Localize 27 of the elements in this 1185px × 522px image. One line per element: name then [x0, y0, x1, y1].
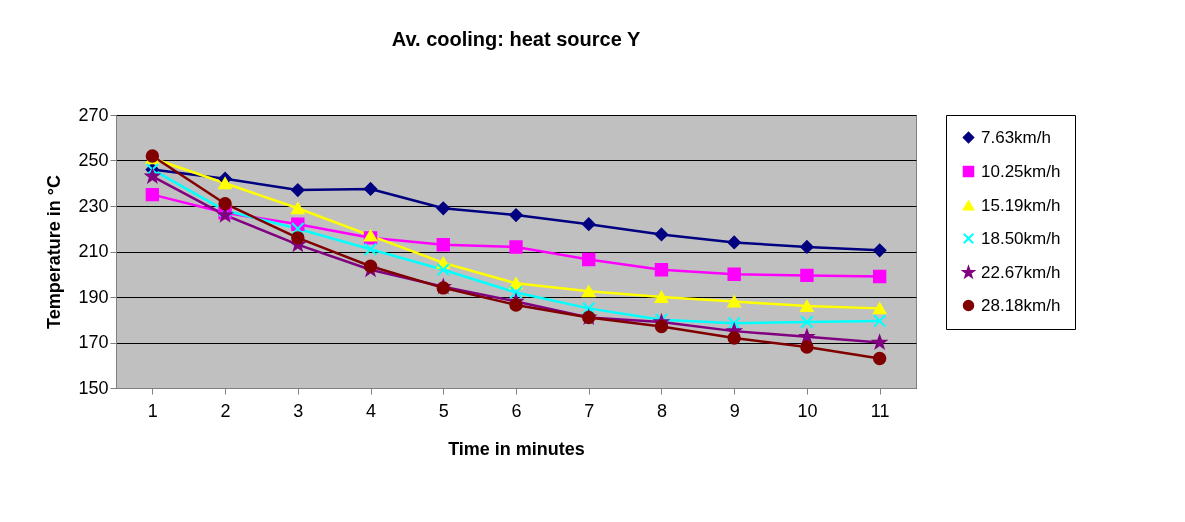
y-tick-label: 210	[78, 241, 109, 261]
x-tick-label: 10	[797, 400, 818, 421]
x-tick-label: 7	[584, 400, 595, 421]
x-tick-label: 3	[293, 400, 304, 421]
x-axis-title: Time in minutes	[448, 438, 585, 459]
legend-label: 28.18km/h	[981, 295, 1061, 315]
y-tick-label: 150	[78, 377, 109, 398]
y-tick-label: 270	[78, 104, 109, 125]
y-tick-label: 230	[78, 195, 109, 216]
legend-label: 15.19km/h	[981, 195, 1061, 215]
legend-label: 22.67km/h	[981, 262, 1061, 282]
x-tick-label: 5	[438, 400, 449, 421]
legend-label: 18.50km/h	[981, 228, 1061, 248]
y-tick-label: 250	[78, 150, 109, 170]
x-tick-label: 8	[656, 400, 667, 421]
x-tick-label: 1	[147, 400, 158, 421]
x-tick-label: 4	[366, 400, 377, 421]
legend-label: 10.25km/h	[981, 161, 1061, 181]
x-tick-label: 6	[511, 400, 522, 421]
x-tick-label: 11	[870, 400, 890, 421]
y-axis-title: Temperature in °C	[44, 175, 65, 329]
x-tick-label: 9	[729, 400, 740, 421]
legend-label: 7.63km/h	[981, 127, 1051, 147]
y-tick-label: 190	[78, 286, 109, 307]
chart-title: Av. cooling: heat source Y	[391, 28, 641, 50]
x-tick-label: 2	[220, 400, 231, 421]
y-tick-label: 170	[78, 332, 109, 352]
